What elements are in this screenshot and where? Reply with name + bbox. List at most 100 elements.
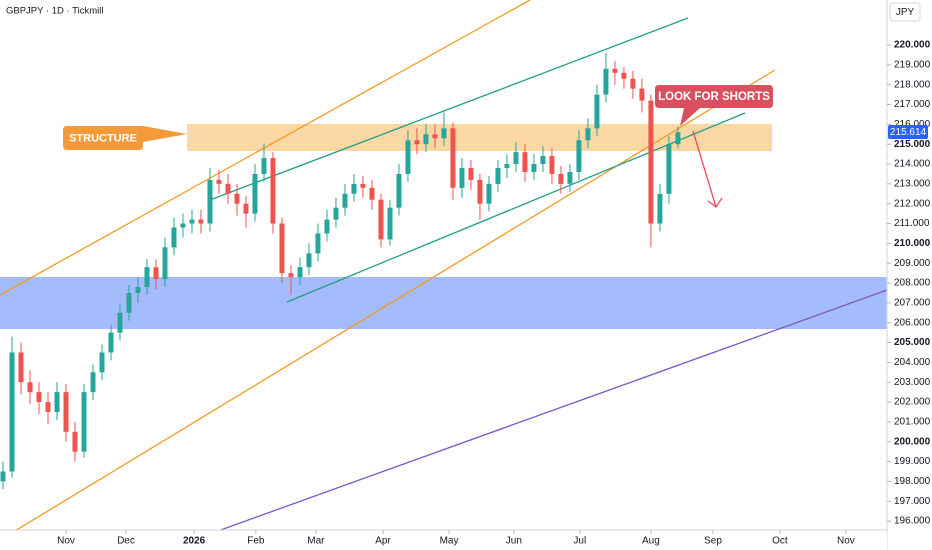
candle-body xyxy=(369,187,375,200)
candles xyxy=(0,52,681,490)
y-tick-label: 208.000 xyxy=(894,278,931,289)
candle-body xyxy=(0,471,6,482)
candle-body xyxy=(585,128,591,141)
candle-body xyxy=(171,227,177,248)
candle-body xyxy=(630,78,636,89)
x-tick-label: Oct xyxy=(772,536,788,547)
y-tick-label: 196.000 xyxy=(894,516,931,527)
candle-body xyxy=(567,171,573,184)
annotation: STRUCTURE xyxy=(69,132,137,144)
y-tick-label: 213.000 xyxy=(894,179,931,190)
candle-body xyxy=(36,392,42,403)
candle-body xyxy=(288,273,294,278)
candle-body xyxy=(225,183,231,194)
x-tick-label: Apr xyxy=(375,536,391,547)
y-tick-label: 206.000 xyxy=(894,317,931,328)
candle-body xyxy=(162,247,168,280)
candle-body xyxy=(657,193,663,224)
x-axis-panel xyxy=(0,530,887,550)
channel-line xyxy=(209,17,689,201)
candle-body xyxy=(576,140,582,172)
candle-body xyxy=(108,332,114,353)
candle-body xyxy=(189,219,195,224)
callout-box xyxy=(63,126,187,150)
candle-body xyxy=(540,156,546,165)
candle-body xyxy=(342,193,348,208)
candle-body xyxy=(81,392,87,452)
candle-body xyxy=(495,168,501,184)
y-tick-label: 214.000 xyxy=(894,159,931,170)
y-tick-label: 210.000 xyxy=(894,238,931,249)
candle-body xyxy=(621,72,627,79)
x-tick-label: Feb xyxy=(247,536,265,547)
candle-body xyxy=(144,267,150,288)
x-tick-label: Jul xyxy=(573,536,586,547)
candle-body xyxy=(27,382,33,393)
annotation: LOOK FOR SHORTS xyxy=(658,91,770,103)
y-tick-label: 219.000 xyxy=(894,60,931,71)
candle-body xyxy=(243,203,249,214)
candle-body xyxy=(639,88,645,101)
candle-body xyxy=(117,312,123,333)
x-tick-label: Dec xyxy=(117,536,135,547)
y-tick-label: 212.000 xyxy=(894,198,931,209)
y-tick-label: 209.000 xyxy=(894,258,931,269)
axes: 196.000 197.000 198.000 199.000 200.000 201.0… xyxy=(57,40,930,547)
candle-body xyxy=(126,292,132,313)
candle-body xyxy=(468,168,474,180)
candle-body xyxy=(216,179,222,184)
candle-body xyxy=(234,193,240,204)
candle-body xyxy=(306,253,312,268)
x-tick-label: Nov xyxy=(837,536,855,547)
candle-body xyxy=(378,199,384,240)
y-tick-label: 203.000 xyxy=(894,377,931,388)
candle-body xyxy=(441,128,447,139)
candle-body xyxy=(54,392,60,412)
y-tick-label: 204.000 xyxy=(894,357,931,368)
candle-body xyxy=(648,100,654,224)
y-tick-label: 201.000 xyxy=(894,417,931,428)
x-tick-label: Mar xyxy=(307,536,325,547)
chart-title: GBPJPY · 1D · Tickmill xyxy=(6,6,103,17)
y-tick-label: 207.000 xyxy=(894,298,931,309)
candle-body xyxy=(522,152,528,172)
trend-line xyxy=(214,289,888,533)
candle-body xyxy=(459,168,465,188)
y-tick-label: 205.000 xyxy=(894,337,931,348)
channel-line xyxy=(0,69,776,541)
candle-body xyxy=(351,183,357,194)
y-tick-label: 200.000 xyxy=(894,436,931,447)
candle-body xyxy=(153,267,159,280)
x-tick-label: 2026 xyxy=(183,536,206,547)
candle-body xyxy=(45,402,51,412)
last-price-label: 215.614 xyxy=(890,127,927,138)
x-tick-label: May xyxy=(440,536,459,547)
candle-body xyxy=(531,164,537,172)
candle-body xyxy=(675,132,681,145)
candle-body xyxy=(594,94,600,129)
y-tick-label: 197.000 xyxy=(894,496,931,507)
candle-body xyxy=(513,152,519,165)
candle-body xyxy=(504,164,510,169)
y-axis-panel xyxy=(887,0,932,550)
channel-line xyxy=(0,0,531,296)
candle-body xyxy=(612,68,618,73)
candle-body xyxy=(333,207,339,220)
x-tick-label: Aug xyxy=(642,536,660,547)
candle-body xyxy=(558,173,564,184)
candle-body xyxy=(90,372,96,393)
candle-body xyxy=(207,179,213,224)
currency-box xyxy=(889,2,921,22)
candle-body xyxy=(396,173,402,208)
y-tick-label: 220.000 xyxy=(894,40,931,51)
y-tick-label: 202.000 xyxy=(894,397,931,408)
y-tick-label: 211.000 xyxy=(894,218,930,229)
candle-body xyxy=(315,233,321,254)
candle-body xyxy=(135,287,141,293)
candle-body xyxy=(18,352,24,383)
candle-body xyxy=(180,223,186,228)
x-tick-label: Jun xyxy=(506,536,522,547)
